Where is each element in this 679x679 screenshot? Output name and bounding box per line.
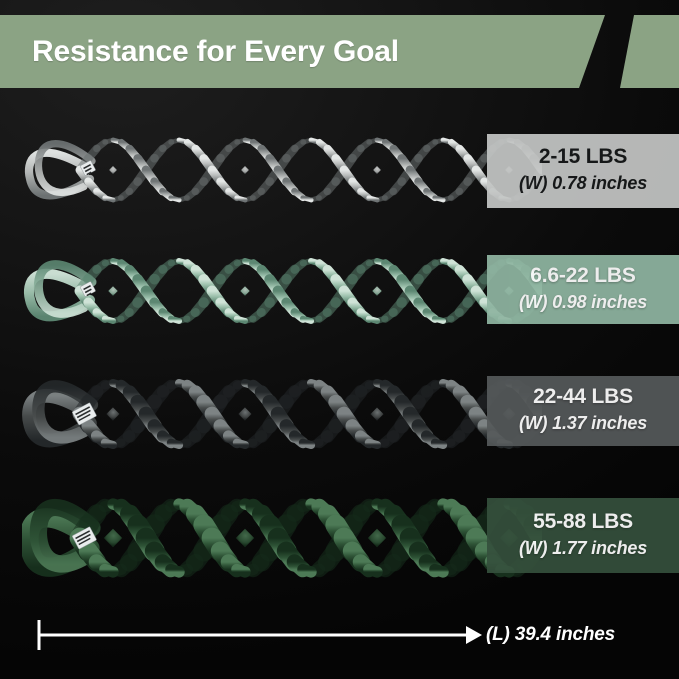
band-strand-front: [74, 258, 542, 324]
band-forest-green: [22, 498, 542, 578]
spec-weight-range: 2-15 LBS: [538, 145, 628, 169]
brand-tag-icon: [80, 281, 96, 297]
brand-tag-icon: [72, 526, 97, 550]
spec-label-band-light-gray: 2-15 LBS (W) 0.78 inches: [487, 134, 679, 208]
spec-label-band-dark-gray: 22-44 LBS (W) 1.37 inches: [487, 376, 679, 446]
band-crossing-nodes: [103, 528, 519, 548]
dimension-arrow-icon: [37, 620, 482, 650]
band-light-gray: [24, 137, 542, 203]
header-banner-accent: [620, 15, 679, 88]
band-crossing-nodes: [108, 286, 514, 296]
spec-band-width: (W) 1.37 inches: [518, 413, 648, 434]
band-crossing-nodes: [109, 166, 513, 174]
header-banner: Resistance for Every Goal: [0, 15, 605, 88]
band-loop-end: [22, 498, 101, 577]
band-dark-gray: [22, 378, 542, 450]
page-title: Resistance for Every Goal: [32, 34, 399, 68]
spec-band-width: (W) 0.98 inches: [518, 291, 648, 312]
band-loop-end: [23, 260, 97, 322]
band-strand-front: [75, 137, 542, 203]
spec-weight-range: 6.6-22 LBS: [530, 263, 636, 287]
band-sage-green: [23, 258, 542, 324]
spec-label-band-forest-green: 55-88 LBS (W) 1.77 inches: [487, 498, 679, 573]
brand-tag-icon: [80, 160, 96, 176]
spec-label-band-sage-green: 6.6-22 LBS (W) 0.98 inches: [487, 255, 679, 324]
band-loop-end: [24, 140, 96, 200]
band-row: [0, 245, 679, 337]
band-crossing-nodes: [106, 407, 516, 421]
spec-weight-range: 55-88 LBS: [533, 509, 633, 533]
brand-tag-icon: [72, 402, 97, 426]
dimension-row: (L) 39.4 inches: [0, 612, 679, 660]
band-row: [0, 484, 679, 592]
band-strand-front: [69, 498, 542, 578]
spec-band-width: (W) 1.77 inches: [518, 537, 648, 558]
spec-band-width: (W) 0.78 inches: [518, 173, 648, 194]
dimension-length-label: (L) 39.4 inches: [486, 624, 615, 645]
band-loop-end: [22, 380, 99, 448]
band-strand-front: [72, 378, 542, 449]
spec-weight-range: 22-44 LBS: [533, 385, 633, 409]
